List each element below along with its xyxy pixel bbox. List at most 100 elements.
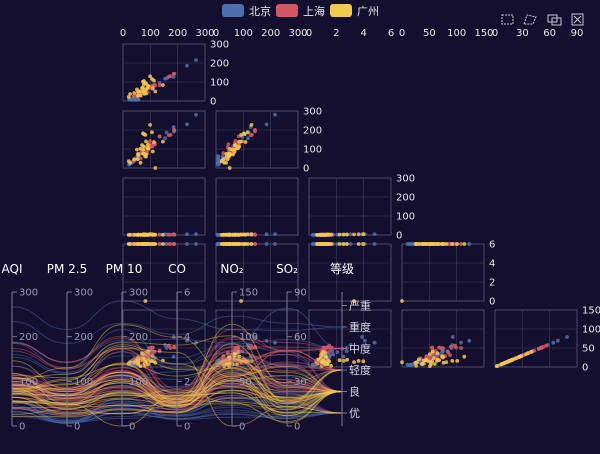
matrix-point-2-25: [426, 242, 431, 246]
matrix-point-2-3: [126, 95, 131, 99]
matrix-cell-frame: [494, 309, 578, 368]
parallel-axis-2: PM 10 0 100 200 300: [106, 262, 148, 433]
parallel-tick-label-4-3: 150: [239, 288, 258, 299]
matrix-point-2-28: [143, 299, 148, 303]
matrix-col-tick-2-1: 2: [333, 28, 339, 39]
matrix-point-2-28: [143, 360, 148, 364]
matrix-cell-0-0: [122, 43, 206, 102]
matrix-point-0-17: [450, 335, 455, 339]
matrix-point-1-29: [249, 133, 254, 137]
matrix-point-0-8: [194, 112, 198, 117]
matrix-point-2-17: [135, 357, 139, 362]
matrix-point-2-28: [143, 232, 148, 237]
matrix-point-2-29: [150, 77, 154, 81]
matrix-point-2-8: [462, 354, 467, 359]
matrix-point-2-15: [141, 86, 145, 90]
legend-label-1[interactable]: 上海: [303, 4, 325, 18]
matrix-point-0-30: [310, 233, 315, 237]
polygon-select-icon[interactable]: [523, 14, 537, 25]
matrix-point-0-9: [171, 125, 176, 129]
matrix-point-0-8: [273, 112, 277, 117]
matrix-point-0-26: [556, 338, 560, 343]
matrix-point-2-30: [153, 232, 158, 237]
parallel-axis-5: SO₂ 0 30 60 90: [276, 262, 307, 433]
matrix-point-2-9: [146, 349, 150, 354]
matrix-point-0-26: [185, 63, 189, 68]
matrix-point-2-29: [455, 242, 460, 246]
matrix-point-2-4: [132, 91, 137, 95]
matrix-point-2-20: [417, 357, 421, 362]
parallel-axis-name-5: SO₂: [276, 262, 298, 276]
legend-label-2[interactable]: 广州: [357, 5, 379, 18]
matrix-point-0-8: [194, 242, 198, 246]
matrix-point-2-28: [143, 133, 148, 137]
matrix-point-1-15: [157, 232, 162, 237]
matrix-point-2-3: [126, 233, 131, 237]
matrix-cell-frame: [122, 43, 206, 102]
matrix-row-tick-0-3: 300: [210, 40, 229, 51]
matrix-row-tick-1-0: 0: [303, 164, 309, 175]
parallel-tick-label-1-1: 100: [74, 377, 93, 388]
matrix-point-0-25: [348, 242, 353, 246]
matrix-col-tick-3-0: 0: [399, 28, 405, 39]
clear-selection-icon[interactable]: [571, 13, 584, 26]
matrix-point-0-25: [246, 136, 250, 141]
matrix-point-1-30: [253, 242, 257, 246]
matrix-point-0-30: [405, 242, 410, 246]
matrix-point-2-22: [146, 146, 151, 151]
matrix-point-2-23: [361, 359, 366, 364]
keep-selection-icon[interactable]: [547, 14, 562, 26]
legend-swatch-1[interactable]: [276, 4, 298, 17]
matrix-point-0-26: [264, 338, 269, 343]
parallel-tick-label-2-3: 300: [129, 288, 148, 299]
clear-selection-box: [571, 13, 584, 26]
matrix-point-2-9: [430, 349, 435, 354]
matrix-cell-4-4: [494, 309, 578, 369]
parallel-tick-label-3-1: 2: [184, 377, 190, 388]
matrix-row-tick-3-1: 2: [489, 278, 495, 289]
matrix-point-0-30: [215, 233, 220, 237]
matrix-point-0-26: [185, 122, 189, 127]
matrix-point-2-29: [356, 242, 361, 246]
matrix-point-2-28: [352, 360, 356, 364]
parallel-axis-1: PM 2.5 0 100 200 300: [47, 262, 93, 433]
parallel-tick-label-5-1: 30: [294, 377, 307, 388]
matrix-point-2-20: [141, 357, 145, 362]
matrix-point-2-18: [233, 143, 238, 147]
matrix-point-2-26: [329, 364, 333, 368]
matrix-point-1-30: [253, 232, 257, 237]
matrix-point-1-29: [168, 133, 173, 137]
matrix-point-2-4: [132, 157, 137, 162]
matrix-point-2-27: [136, 361, 141, 366]
matrix-point-0-26: [264, 122, 269, 127]
rect-select-icon[interactable]: [501, 14, 514, 25]
matrix-row-tick-0-2: 200: [210, 59, 229, 70]
matrix-point-2-30: [503, 360, 507, 365]
matrix-point-0-26: [185, 242, 189, 246]
matrix-point-2-15: [141, 352, 145, 356]
matrix-col-tick-4-0: 0: [492, 28, 498, 39]
legend-label-0[interactable]: 北京: [249, 4, 271, 18]
legend-swatch-0[interactable]: [222, 4, 244, 17]
matrix-point-2-15: [232, 352, 237, 356]
matrix-point-1-30: [326, 345, 330, 349]
matrix-point-2-9: [236, 349, 241, 354]
matrix-col-tick-1-2: 200: [261, 28, 280, 39]
legend-swatch-2[interactable]: [330, 4, 352, 17]
matrix-cell-1-1: [215, 110, 299, 170]
matrix-point-2-22: [146, 84, 151, 89]
matrix-point-2-29: [150, 130, 154, 135]
matrix-point-0-8: [551, 340, 556, 345]
matrix-point-0-17: [565, 335, 569, 339]
matrix-point-1-29: [168, 232, 173, 237]
parallel-tick-label-4-1: 50: [239, 377, 252, 388]
matrix-point-2-5: [450, 242, 455, 246]
parallel-tick-label-0-1: 100: [19, 377, 38, 388]
matrix-point-2-26: [329, 232, 333, 237]
matrix-point-0-30: [215, 242, 220, 246]
matrix-point-2-30: [227, 166, 232, 170]
matrix-row-tick-3-2: 4: [489, 259, 495, 270]
matrix-point-2-30: [227, 232, 232, 237]
